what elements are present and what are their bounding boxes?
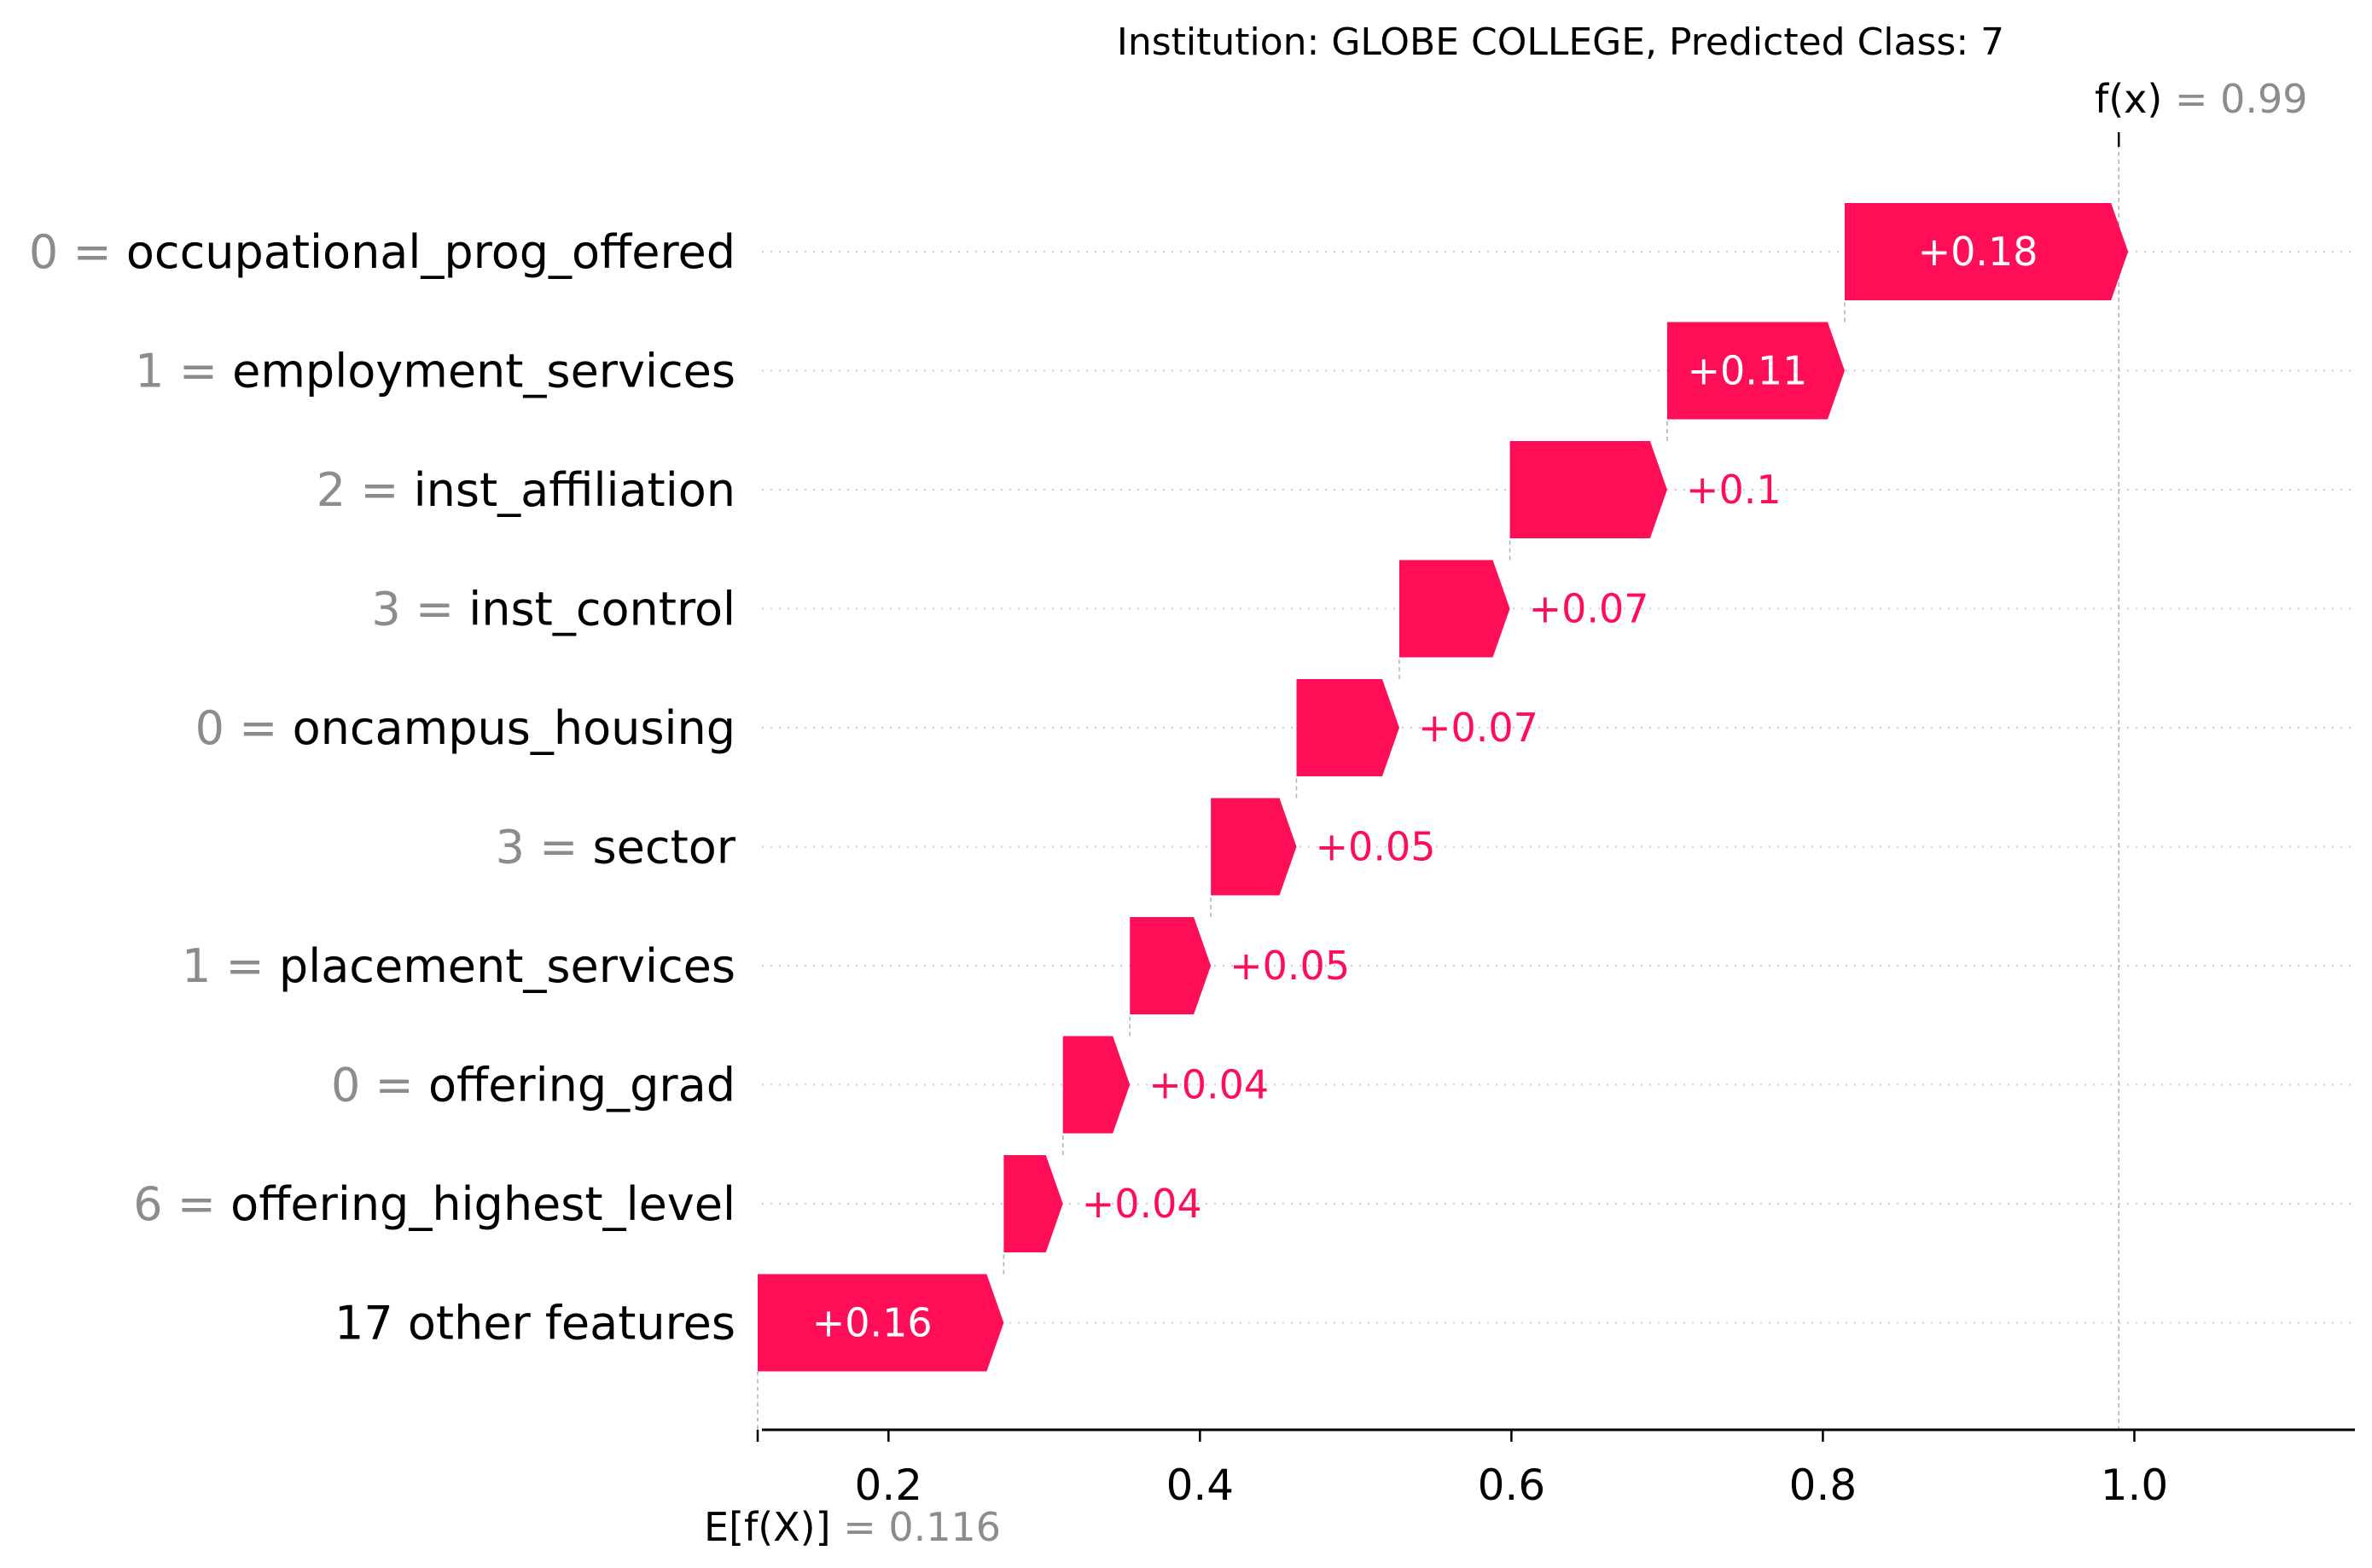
contribution-bar <box>1666 322 1845 420</box>
feature-label: 0 = occupational_prog_offered <box>29 225 735 279</box>
output-value-prefix: f(x) <box>2095 76 2175 122</box>
feature-value: 3 = <box>371 583 468 636</box>
x-axis: 0.2 0.4 0.6 0.8 1.0 E[f(X)] = 0.116 f(x) = 0.9… <box>704 76 2355 1550</box>
feature-name: inst_affiliation <box>414 463 735 517</box>
feature-label: 3 = inst_control <box>371 583 735 636</box>
feature-name: occupational_prog_offered <box>126 225 735 279</box>
feature-name: 17 other features <box>334 1297 735 1350</box>
chart-title: Institution: GLOBE COLLEGE, Predicted Cl… <box>1117 20 2004 64</box>
bar-value-label: +0.11 <box>1687 348 1807 394</box>
bar-value-label: +0.16 <box>812 1300 933 1346</box>
contribution-bar <box>1398 560 1510 658</box>
feature-label: 0 = offering_grad <box>331 1059 735 1112</box>
bar-value-label: +0.05 <box>1230 943 1350 989</box>
contribution-bar <box>1509 441 1667 538</box>
feature-name: placement_services <box>279 939 735 993</box>
feature-label: 2 = inst_affiliation <box>317 463 735 517</box>
base-value-text: = 0.116 <box>843 1504 1001 1550</box>
feature-name: offering_grad <box>428 1059 735 1112</box>
feature-value: 1 = <box>182 939 279 993</box>
feature-value: 0 = <box>331 1059 428 1112</box>
feature-rows: +0.18 0 = occupational_prog_offered +0.11 1… <box>29 132 2355 1430</box>
bar-value-label: +0.04 <box>1082 1181 1202 1227</box>
bar-value-label: +0.05 <box>1316 824 1436 870</box>
feature-label: 3 = sector <box>496 821 736 874</box>
feature-name: sector <box>593 821 736 874</box>
feature-value: 1 = <box>135 345 232 398</box>
bar-value-label: +0.04 <box>1148 1062 1269 1108</box>
x-tick-label: 0.8 <box>1789 1461 1857 1510</box>
feature-name: inst_control <box>468 583 735 636</box>
feature-name: employment_services <box>232 345 735 398</box>
feature-value: 0 = <box>195 701 293 755</box>
feature-label: 1 = employment_services <box>135 345 735 398</box>
feature-value: 6 = <box>133 1177 230 1231</box>
contribution-bar <box>1003 1155 1063 1252</box>
bar-value-label: +0.07 <box>1529 586 1649 632</box>
contribution-bar <box>1062 1036 1131 1134</box>
feature-name: offering_highest_level <box>230 1177 735 1231</box>
output-value-label: f(x) = 0.99 <box>2095 76 2308 122</box>
feature-label: 17 other features <box>334 1297 735 1350</box>
feature-value: 2 = <box>317 463 414 517</box>
feature-name: oncampus_housing <box>293 701 735 755</box>
output-value-text: = 0.99 <box>2175 76 2308 122</box>
x-tick-label: 0.4 <box>1166 1461 1235 1510</box>
contribution-bar <box>1844 203 2129 300</box>
contribution-bar <box>758 1274 1004 1372</box>
x-tick-label: 0.6 <box>1478 1461 1546 1510</box>
feature-value: 3 = <box>496 821 593 874</box>
feature-label: 0 = oncampus_housing <box>195 701 735 755</box>
base-value-prefix: E[f(X)] <box>704 1504 843 1550</box>
x-tick-label: 0.2 <box>855 1461 923 1510</box>
bar-value-label: +0.07 <box>1418 705 1538 751</box>
feature-value: 0 = <box>29 225 126 279</box>
feature-label: 6 = offering_highest_level <box>133 1177 735 1231</box>
bar-value-label: +0.1 <box>1686 467 1782 513</box>
feature-label: 1 = placement_services <box>182 939 735 993</box>
contribution-bar <box>1130 917 1212 1014</box>
base-value-label: E[f(X)] = 0.116 <box>704 1504 1001 1550</box>
bar-value-label: +0.18 <box>1918 229 2038 275</box>
contribution-bar <box>1211 798 1297 896</box>
contribution-bar <box>1296 679 1399 776</box>
x-tick-label: 1.0 <box>2101 1461 2169 1510</box>
